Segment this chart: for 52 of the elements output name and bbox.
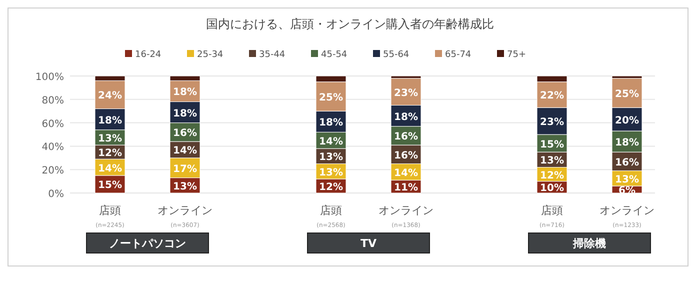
data-label: 16%	[615, 157, 639, 168]
y-tick-label: 80%	[42, 95, 64, 106]
data-label: 12%	[319, 182, 343, 193]
data-label: 23%	[540, 117, 564, 128]
y-tick-label: 40%	[42, 142, 64, 154]
data-label: 10%	[540, 183, 564, 194]
data-label: 17%	[173, 164, 197, 175]
data-label: 24%	[98, 90, 122, 102]
data-label: 15%	[540, 139, 564, 150]
legend-label: 16-24	[135, 50, 162, 60]
data-label: 23%	[394, 88, 418, 99]
data-label: 14%	[319, 136, 343, 148]
data-label: 13%	[615, 174, 639, 186]
legend-label: 45-54	[321, 50, 348, 60]
data-label: 13%	[319, 167, 343, 178]
data-label: 14%	[173, 146, 197, 157]
y-tick-label: 60%	[42, 118, 64, 130]
data-label: 13%	[319, 152, 343, 164]
data-label: 18%	[173, 87, 197, 98]
y-tick-label: 100%	[35, 72, 64, 83]
data-label: 18%	[173, 108, 197, 120]
text: TV	[360, 237, 377, 250]
data-label: 18%	[319, 118, 343, 129]
data-label: 12%	[540, 170, 564, 182]
text: ノートパソコン	[109, 237, 186, 250]
data-label: 18%	[394, 112, 418, 123]
data-label: 13%	[98, 133, 122, 144]
legend-label: 25-34	[197, 50, 224, 60]
data-label: 25%	[319, 92, 343, 104]
data-label: 16%	[173, 128, 197, 140]
data-label: 15%	[98, 180, 122, 192]
data-label: 11%	[394, 182, 418, 194]
y-tick-label: 20%	[42, 166, 64, 177]
data-label: 18%	[615, 138, 639, 149]
data-label: 14%	[98, 163, 122, 174]
legend-label: 75+	[507, 50, 526, 60]
y-tick-label: 0%	[48, 189, 64, 200]
text: 掃除機	[572, 237, 606, 250]
legend-label: 65-74	[445, 50, 472, 60]
data-label: 13%	[173, 181, 197, 192]
data-label: 22%	[540, 90, 564, 102]
data-label: 18%	[98, 115, 122, 126]
data-label: 25%	[615, 88, 639, 100]
chart-title: 国内における、店頭・オンライン購入者の年齢構成比	[206, 17, 494, 31]
legend-label: 55-64	[383, 50, 410, 60]
data-label: 14%	[394, 168, 418, 179]
data-label: 12%	[98, 148, 122, 160]
data-label: 16%	[394, 132, 418, 143]
data-label: 13%	[540, 156, 564, 167]
legend-label: 35-44	[259, 50, 286, 60]
data-label: 20%	[615, 115, 639, 126]
data-label: 16%	[394, 150, 418, 162]
